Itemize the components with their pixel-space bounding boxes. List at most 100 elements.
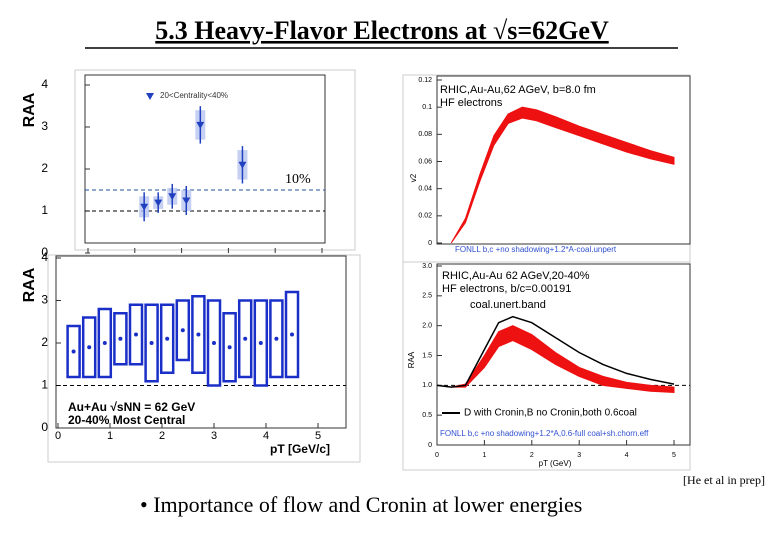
plot-frame: [436, 75, 691, 245]
plot-frame: [436, 263, 691, 446]
y-axis-title: RAA: [407, 351, 416, 368]
annotation: 20-40% Most Central: [68, 413, 185, 427]
annotation: RHIC,Au-Au,62 AGeV, b=8.0 fm: [440, 84, 596, 96]
band: [436, 325, 675, 394]
y-tick-label: 2: [41, 335, 48, 349]
marker: [196, 121, 205, 129]
citation: [He et al in prep]: [683, 473, 765, 487]
marker: [118, 336, 123, 341]
error-box: [206, 299, 222, 387]
x-tick-label: 3: [577, 452, 581, 459]
legend-label: D with Cronin,B no Cronin,both 0.6coal: [464, 408, 637, 419]
error-box: [175, 299, 191, 362]
plot-frame: [84, 74, 326, 244]
marker: [71, 349, 76, 354]
x-tick-label: 3: [211, 430, 217, 442]
error-box: [191, 295, 206, 374]
error-box: [113, 312, 128, 366]
annotation: FONLL b,c +no shadowing+1.2*A,0.6-full c…: [440, 429, 649, 438]
x-tick-label: 5: [315, 430, 321, 442]
y-axis-title: RAA: [21, 92, 38, 127]
y-tick-label: 3: [41, 119, 48, 133]
annotation: coal.unert.band: [470, 299, 546, 311]
x-tick-label: 1: [482, 452, 486, 459]
error-box: [269, 299, 284, 379]
y-tick-label: 0.06: [418, 158, 432, 165]
marker: [102, 341, 107, 345]
legend-marker: [146, 93, 154, 100]
y-tick-label: 0.12: [418, 77, 432, 84]
error-box: [159, 303, 175, 374]
marker: [182, 197, 191, 205]
marker: [180, 328, 185, 333]
marker: [258, 341, 263, 345]
x-tick-label: 2: [159, 430, 165, 442]
marker: [168, 193, 177, 201]
band: [450, 106, 675, 244]
error-box: [81, 316, 97, 379]
panel-background: [402, 74, 691, 266]
y-axis-title: v2: [409, 173, 418, 182]
annotation: FONLL b,c +no shadowing+1.2*A-coal.unper…: [455, 245, 617, 254]
marker: [274, 336, 279, 341]
line: [436, 315, 675, 388]
panel-background: [402, 261, 691, 471]
error-box: [237, 299, 253, 379]
y-tick-label: 0: [41, 245, 48, 259]
y-tick-label: 4: [41, 250, 48, 264]
y-tick-label: 4: [41, 77, 48, 91]
x-tick-label: 2: [530, 452, 534, 459]
annotation: HF electrons: [440, 97, 503, 109]
y-tick-label: 0.5: [422, 412, 432, 419]
x-tick-label: 0: [435, 452, 439, 459]
panel-background: [74, 69, 356, 251]
marker: [212, 341, 216, 345]
y-tick-label: 2: [41, 161, 48, 175]
error-box: [97, 307, 113, 379]
marker: [87, 345, 92, 350]
marker: [196, 332, 201, 337]
error-box: [222, 312, 237, 383]
plot-frame: [55, 255, 347, 429]
marker: [140, 203, 149, 211]
annotation: RHIC,Au-Au 62 AGeV,20-40%: [442, 270, 590, 282]
marker: [165, 336, 170, 341]
marker: [134, 332, 138, 337]
y-tick-label: 1.0: [422, 382, 432, 389]
x-tick-label: 4: [625, 452, 629, 459]
y-tick-label: 1: [41, 203, 48, 217]
y-tick-label: 1: [41, 378, 48, 392]
x-axis-title: pT [GeV/c]: [270, 442, 330, 456]
y-tick-label: 0.02: [418, 213, 432, 220]
y-tick-label: 0: [428, 240, 432, 247]
y-tick-label: 1.5: [422, 352, 432, 359]
marker: [290, 332, 294, 337]
bullet-text: • Importance of flow and Cronin at lower…: [140, 492, 582, 517]
y-tick-label: 3.0: [422, 263, 432, 270]
marker: [227, 345, 232, 350]
y-tick-label: 2.5: [422, 293, 432, 300]
marker: [149, 341, 154, 345]
marker: [243, 336, 248, 341]
error-box: [253, 299, 269, 387]
y-tick-label: 0: [428, 442, 432, 449]
marker: [154, 199, 163, 207]
y-axis-title: RAA: [21, 267, 38, 302]
x-axis-title: pT (GeV): [539, 459, 572, 468]
y-tick-label: 0.04: [418, 186, 432, 193]
error-box: [144, 303, 159, 383]
x-tick-label: 1: [107, 430, 113, 442]
y-tick-label: 0.1: [422, 104, 432, 111]
error-box: [66, 324, 81, 379]
annotation: Au+Au √sNN = 62 GeV: [68, 400, 195, 414]
marker: [238, 161, 247, 169]
x-tick-label: 4: [263, 430, 269, 442]
y-tick-label: 2.0: [422, 323, 432, 330]
legend-label: 20<Centrality<40%: [160, 91, 228, 100]
y-tick-label: 3: [41, 293, 48, 307]
annotation: HF electrons, b/c=0.00191: [442, 283, 571, 295]
slide-title: 5.3 Heavy-Flavor Electrons at √s=62GeV: [155, 16, 609, 45]
error-box: [284, 290, 300, 379]
y-tick-label: 0.08: [418, 131, 432, 138]
